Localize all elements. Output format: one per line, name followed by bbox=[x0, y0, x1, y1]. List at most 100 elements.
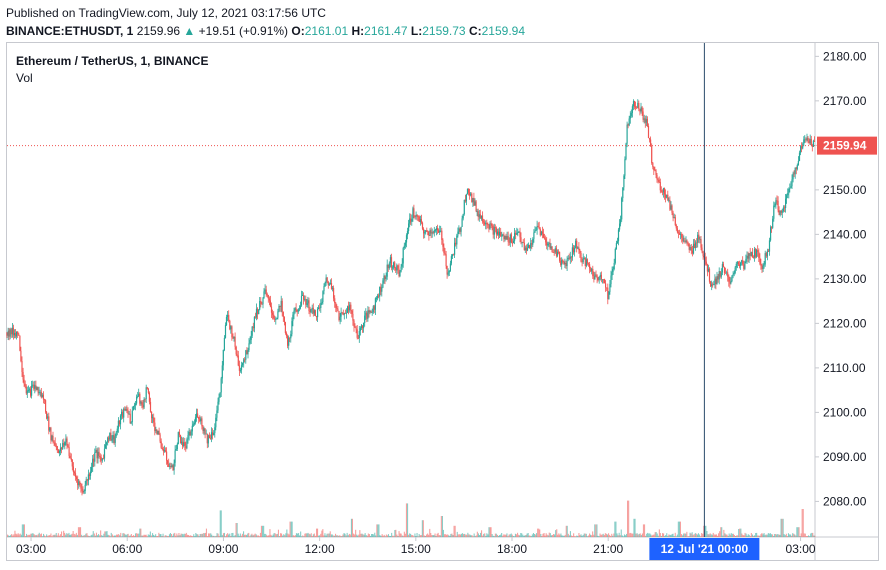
volume-bar bbox=[304, 533, 306, 537]
candle-body bbox=[337, 308, 339, 312]
candle-body bbox=[112, 435, 114, 440]
volume-bar bbox=[364, 533, 366, 537]
candle-body bbox=[310, 309, 312, 313]
candle-body bbox=[364, 315, 366, 323]
candle-body bbox=[227, 314, 229, 317]
candle-body bbox=[210, 432, 213, 439]
volume-bar bbox=[616, 533, 618, 537]
candle-body bbox=[435, 228, 437, 230]
volume-bar bbox=[686, 531, 688, 537]
volume-bar bbox=[301, 536, 303, 537]
volume-bar bbox=[598, 536, 600, 537]
candle-body bbox=[447, 272, 449, 275]
candle-body bbox=[411, 219, 413, 222]
candle-body bbox=[585, 259, 587, 266]
volume-bar bbox=[163, 536, 165, 537]
candle-body bbox=[192, 424, 194, 426]
candle-body bbox=[91, 467, 93, 472]
volume-bar bbox=[418, 534, 420, 537]
y-tick-label: 2100.00 bbox=[823, 405, 867, 419]
candle-body bbox=[509, 234, 511, 243]
volume-bar bbox=[48, 535, 50, 537]
volume-bar bbox=[368, 534, 370, 537]
volume-bar bbox=[296, 533, 298, 537]
volume-bar bbox=[599, 533, 601, 537]
candle-body bbox=[587, 263, 590, 265]
candle-body bbox=[478, 214, 480, 217]
candle-body bbox=[412, 208, 414, 220]
candle-body bbox=[175, 449, 177, 451]
volume-bar bbox=[156, 536, 158, 537]
candle-body bbox=[342, 313, 344, 315]
volume-bar bbox=[618, 532, 620, 537]
volume-bar bbox=[57, 533, 59, 537]
volume-bar bbox=[69, 534, 71, 537]
candle-body bbox=[184, 442, 186, 446]
volume-bar bbox=[567, 533, 569, 537]
volume-bar bbox=[23, 524, 25, 537]
candle-body bbox=[697, 234, 699, 243]
volume-bar bbox=[215, 535, 217, 537]
candle-body bbox=[621, 198, 623, 220]
volume-bar bbox=[95, 532, 97, 537]
volume-bar bbox=[351, 518, 353, 537]
volume-bar bbox=[422, 520, 424, 537]
candle-body bbox=[396, 265, 398, 271]
volume-bar bbox=[525, 535, 527, 537]
volume-bar bbox=[473, 533, 475, 537]
x-tick-label: 15:00 bbox=[401, 542, 431, 556]
candle-body bbox=[23, 379, 25, 384]
volume-bar bbox=[392, 535, 394, 537]
volume-bar bbox=[196, 534, 198, 537]
candle-body bbox=[160, 441, 162, 448]
candle-body bbox=[94, 452, 96, 462]
volume-bar bbox=[543, 533, 545, 537]
candle-body bbox=[661, 191, 663, 193]
chart-frame[interactable] bbox=[6, 42, 879, 561]
candle-body bbox=[771, 227, 773, 228]
candle-body bbox=[489, 223, 491, 229]
volume-bar bbox=[714, 534, 716, 537]
volume-bar bbox=[204, 532, 206, 537]
candle-body bbox=[144, 398, 146, 400]
volume-bar bbox=[63, 530, 65, 537]
candle-body bbox=[404, 242, 406, 246]
candle-body bbox=[54, 442, 56, 446]
volume-bar bbox=[39, 534, 41, 537]
volume-bar bbox=[513, 536, 515, 537]
candle-body bbox=[230, 326, 232, 330]
candle-body bbox=[644, 118, 646, 123]
volume-bar bbox=[187, 535, 189, 537]
candle-body bbox=[477, 211, 479, 217]
volume-bar bbox=[799, 536, 801, 537]
volume-bar bbox=[719, 531, 721, 537]
volume-bar bbox=[700, 536, 702, 537]
candle-body bbox=[257, 308, 259, 315]
candle-body bbox=[348, 306, 350, 311]
candle-body bbox=[773, 205, 775, 219]
candle-body bbox=[766, 250, 768, 257]
volume-bar bbox=[222, 533, 224, 537]
volume-bar bbox=[120, 532, 122, 537]
candle-body bbox=[189, 432, 191, 436]
volume-bar bbox=[341, 536, 343, 537]
candle-body bbox=[41, 394, 43, 398]
candle-body bbox=[675, 225, 677, 229]
volume-bar bbox=[287, 533, 289, 537]
volume-bar bbox=[96, 535, 98, 537]
candle-body bbox=[297, 309, 299, 312]
candle-body bbox=[61, 447, 63, 450]
volume-bar bbox=[449, 535, 451, 537]
volume-bar bbox=[309, 534, 311, 537]
volume-bar bbox=[314, 535, 316, 537]
candle-body bbox=[770, 227, 772, 241]
candle-body bbox=[468, 188, 470, 193]
volume-bar bbox=[586, 536, 588, 537]
volume-bar bbox=[442, 529, 444, 537]
candle-body bbox=[394, 262, 396, 268]
volume-bar bbox=[197, 534, 199, 537]
volume-bar bbox=[741, 533, 743, 537]
volume-bar bbox=[87, 535, 89, 537]
volume-bar bbox=[136, 533, 138, 537]
